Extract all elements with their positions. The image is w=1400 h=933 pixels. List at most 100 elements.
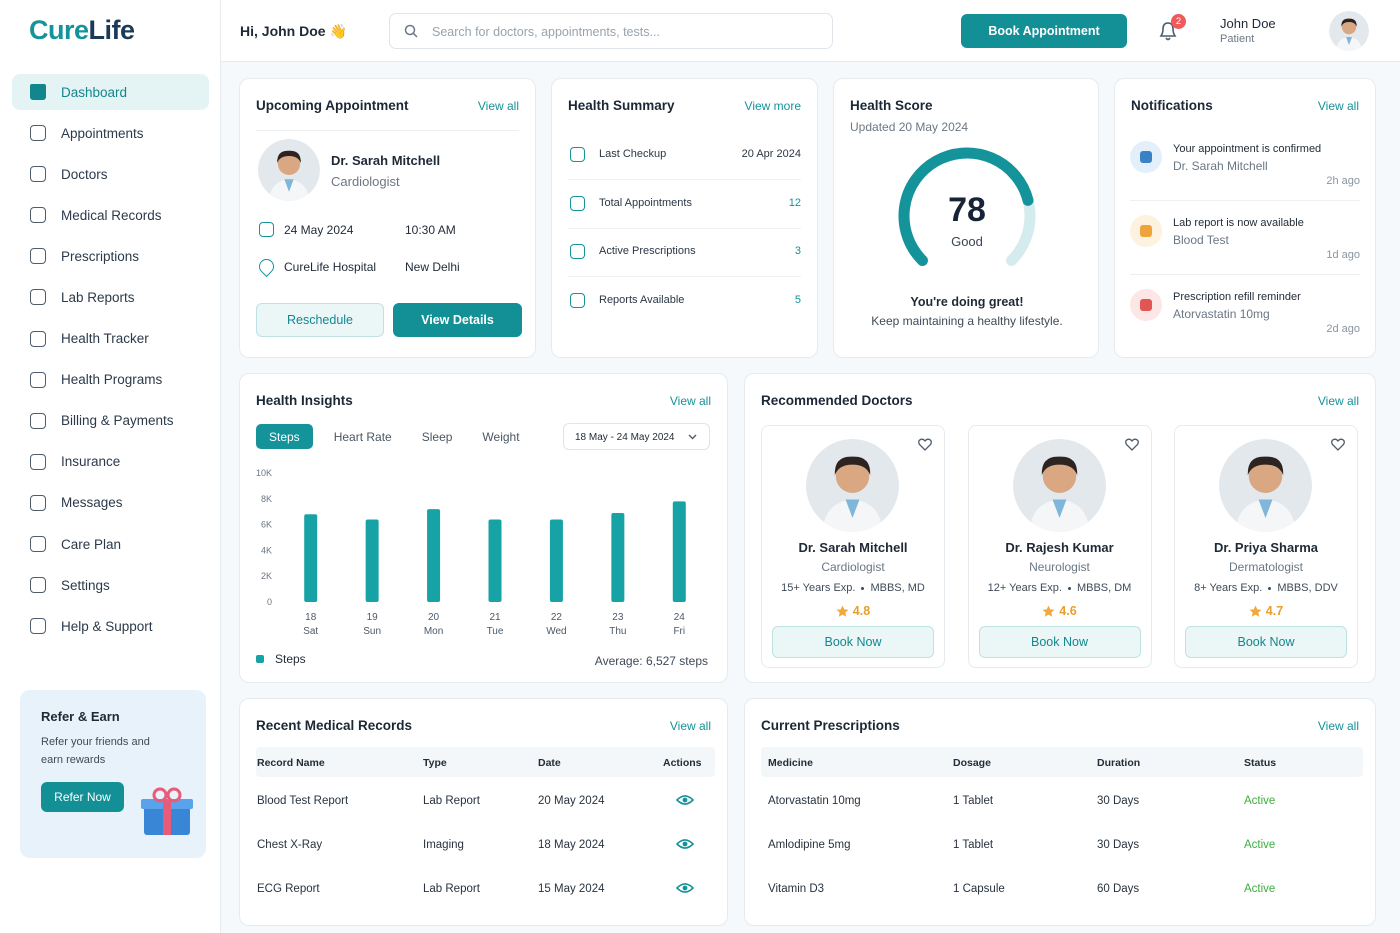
score-message: You're doing great!	[910, 295, 1024, 309]
divider	[1130, 274, 1360, 275]
nav-item[interactable]: Insurance	[12, 444, 209, 480]
view-icon[interactable]	[676, 838, 694, 850]
notification-title: Prescription refill reminder	[1173, 291, 1301, 303]
tab[interactable]: Weight	[482, 429, 520, 444]
x-tick-label: 23	[612, 612, 624, 623]
tabs: Steps Heart Rate Sleep Weight	[256, 424, 533, 449]
card-title: Current Prescriptions	[761, 718, 900, 733]
icon-glyph	[1140, 151, 1152, 163]
doctor-experience: 15+ Years Exp.	[781, 582, 856, 594]
appointment-date: 24 May 2024	[284, 223, 354, 237]
table-cell: Active	[1244, 883, 1276, 895]
view-all-link[interactable]: View all	[1317, 719, 1359, 733]
divider	[568, 227, 801, 229]
gauge-value	[898, 147, 1034, 267]
x-tick-sublabel: Mon	[424, 626, 443, 637]
x-tick-label: 20	[428, 612, 440, 623]
nav-item[interactable]: Dashboard	[12, 74, 209, 110]
nav-item[interactable]: Settings	[12, 567, 209, 603]
location-icon	[255, 255, 278, 278]
x-tick-sublabel: Sun	[363, 626, 381, 637]
nav-item[interactable]: Lab Reports	[12, 279, 209, 315]
view-all-link[interactable]: View all	[477, 99, 519, 113]
user-avatar[interactable]	[1329, 11, 1369, 56]
recommended-doctors-card: Recommended Doctors View all Dr. Sarah M…	[744, 373, 1376, 683]
nav-item[interactable]: Doctors	[12, 156, 209, 192]
y-tick-label: 6K	[261, 520, 272, 530]
tab[interactable]: Steps	[256, 424, 313, 449]
nav-item[interactable]: Messages	[12, 485, 209, 521]
nav-item[interactable]: Care Plan	[12, 526, 209, 562]
logo[interactable]: CureLife	[29, 15, 135, 46]
doctor-name: Dr. Sarah Mitchell	[798, 540, 908, 555]
summary-value: 3	[794, 245, 801, 257]
nav-item[interactable]: Health Programs	[12, 362, 209, 398]
book-now-button[interactable]: Book Now	[1185, 626, 1347, 658]
view-icon[interactable]	[676, 882, 694, 894]
separator-dot	[1268, 586, 1272, 590]
table-header	[256, 747, 715, 777]
favorite-icon[interactable]	[1124, 438, 1139, 451]
bar	[611, 512, 625, 602]
avatar-image	[1219, 439, 1312, 532]
view-all-link[interactable]: View all	[1317, 394, 1359, 408]
column-header: Record Name	[257, 757, 325, 769]
y-tick-label: 2K	[261, 571, 272, 581]
bell-icon[interactable]	[1157, 20, 1179, 42]
doctor-name: Dr. Sarah Mitchell	[331, 153, 441, 168]
table-cell: 15 May 2024	[538, 883, 605, 895]
x-tick-label: 21	[489, 612, 501, 623]
gift-icon	[141, 787, 193, 835]
favorite-icon[interactable]	[1331, 438, 1345, 451]
view-all-link[interactable]: View all	[669, 394, 711, 408]
nav-label: Doctors	[61, 166, 108, 182]
x-tick-sublabel: Thu	[609, 626, 626, 637]
nav-icon	[30, 618, 46, 635]
table-cell: 30 Days	[1097, 795, 1140, 807]
star-icon	[1042, 605, 1055, 617]
book-appointment-button[interactable]: Book Appointment	[961, 14, 1127, 48]
notification-icon	[1130, 215, 1162, 247]
tab[interactable]: Heart Rate	[333, 429, 392, 444]
nav-label: Billing & Payments	[61, 413, 174, 429]
nav-label: Settings	[61, 577, 110, 593]
book-now-button[interactable]: Book Now	[978, 626, 1141, 658]
notifications-card: Notifications View all Your appointment …	[1114, 78, 1376, 358]
summary-label: Last Checkup	[599, 148, 667, 160]
nav-icon	[30, 166, 46, 183]
doctor-name: Dr. Rajesh Kumar	[1005, 540, 1114, 555]
nav-icon	[30, 207, 46, 224]
summary-icon	[570, 244, 585, 259]
bar	[488, 519, 502, 602]
book-now-button[interactable]: Book Now	[772, 626, 934, 658]
nav-item[interactable]: Prescriptions	[12, 238, 209, 274]
nav-item[interactable]: Medical Records	[12, 197, 209, 233]
favorite-icon[interactable]	[918, 438, 932, 451]
nav-item[interactable]: Help & Support	[12, 608, 209, 644]
date-range-select[interactable]: 18 May - 24 May 2024	[563, 423, 710, 450]
view-more-link[interactable]: View more	[744, 99, 801, 113]
bar	[427, 509, 441, 602]
nav-item[interactable]: Appointments	[12, 115, 209, 151]
summary-icon	[570, 292, 585, 308]
view-details-button[interactable]: View Details	[393, 303, 522, 337]
summary-label: Total Appointments	[599, 196, 692, 209]
table-cell: Active	[1244, 839, 1276, 851]
y-tick-label: 8K	[261, 494, 272, 504]
chevron	[688, 434, 697, 440]
doctor-avatar	[1219, 439, 1312, 537]
view-all-link[interactable]: View all	[1317, 99, 1359, 113]
tab[interactable]: Sleep	[421, 429, 453, 444]
refer-button[interactable]: Refer Now	[41, 782, 124, 812]
avatar-image	[1012, 439, 1106, 532]
reschedule-button[interactable]: Reschedule	[256, 303, 384, 337]
view-icon[interactable]	[676, 794, 694, 806]
legend-swatch	[256, 655, 264, 663]
notification-icon	[1130, 289, 1162, 321]
nav-item[interactable]: Billing & Payments	[12, 403, 209, 439]
nav-item[interactable]: Health Tracker	[12, 321, 209, 357]
doctor-card: Dr. Sarah Mitchell Cardiologist 15+ Years …	[761, 425, 945, 668]
appointment-city: New Delhi	[405, 260, 460, 274]
view-all-link[interactable]: View all	[669, 719, 711, 733]
search-input[interactable]: Search for doctors, appointments, tests.…	[389, 13, 833, 49]
